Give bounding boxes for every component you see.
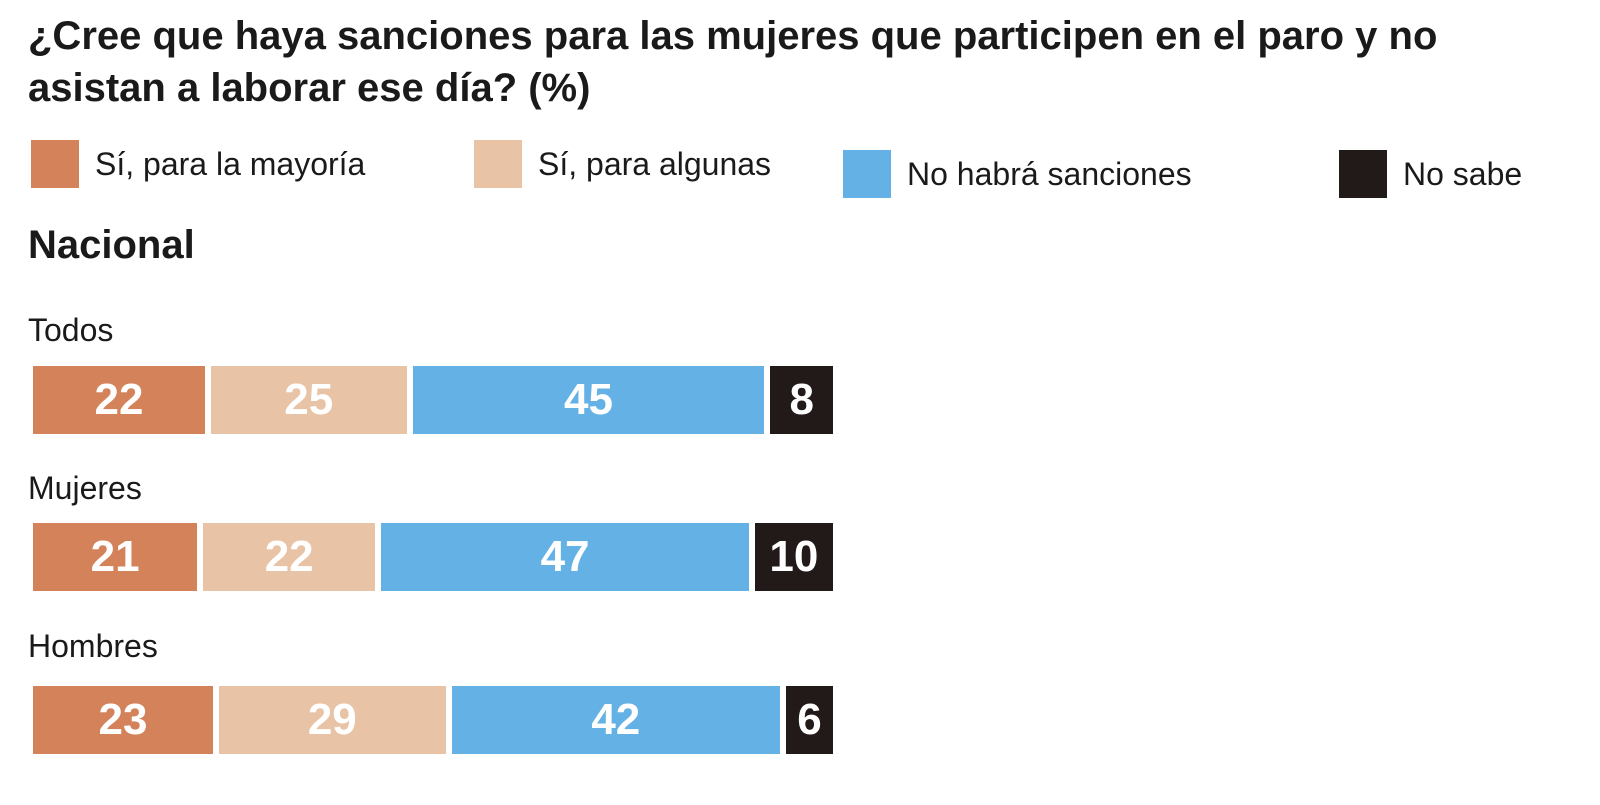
legend-label-no-sanciones: No habrá sanciones: [907, 155, 1192, 192]
bar-segment-no-sabe: 6: [786, 686, 833, 754]
legend-label-no-sabe: No sabe: [1403, 155, 1523, 192]
bar-segment-no-sanciones: 45: [412, 366, 765, 434]
bar-segment-no-sabe: 8: [770, 366, 833, 434]
bar-segment-si-algunas: 25: [211, 366, 407, 434]
bar-value-label: 6: [797, 695, 822, 744]
bar-value-label: 47: [540, 532, 590, 581]
bar-value-label: 45: [563, 375, 613, 424]
legend-swatch-si-algunas: [474, 140, 522, 188]
row-label-todos: Todos: [28, 312, 114, 348]
legend-item-si-algunas: Sí, para algunas: [474, 140, 771, 188]
bar-segment-no-sabe: 10: [754, 523, 833, 591]
bar-row-todos: 22 25 45 8: [33, 366, 833, 434]
chart-title: ¿Cree que haya sanciones para las mujere…: [28, 14, 1438, 110]
section-title: Nacional: [28, 223, 195, 267]
legend-item-no-sanciones: No habrá sanciones: [843, 150, 1192, 198]
legend-swatch-no-sabe: [1339, 150, 1387, 198]
bar-segment-no-sanciones: 47: [381, 523, 749, 591]
bar-value-label: 25: [284, 375, 334, 424]
bar-segment-si-algunas: 22: [203, 523, 376, 591]
row-label-hombres: Hombres: [28, 628, 158, 664]
bar-segment-si-mayoria: 22: [33, 366, 205, 434]
bar-segment-si-mayoria: 23: [33, 686, 213, 754]
bar-value-label: 22: [264, 532, 314, 581]
bar-value-label: 22: [94, 375, 144, 424]
bar-value-label: 10: [769, 532, 819, 581]
legend-item-si-mayoria: Sí, para la mayoría: [31, 140, 365, 188]
bar-value-label: 8: [789, 375, 814, 424]
bar-segment-si-mayoria: 21: [33, 523, 198, 591]
bar-value-label: 23: [98, 695, 148, 744]
row-label-mujeres: Mujeres: [28, 470, 142, 506]
bar-value-label: 42: [591, 695, 641, 744]
legend-label-si-mayoria: Sí, para la mayoría: [95, 145, 366, 182]
legend-item-no-sabe: No sabe: [1339, 150, 1522, 198]
bar-row-hombres: 23 29 42 6: [33, 686, 833, 754]
bar-segment-no-sanciones: 42: [451, 686, 780, 754]
legend-swatch-no-sanciones: [843, 150, 891, 198]
legend-label-si-algunas: Sí, para algunas: [538, 145, 772, 182]
bar-row-mujeres: 21 22 47 10: [33, 523, 833, 591]
legend-swatch-si-mayoria: [31, 140, 79, 188]
bar-segment-si-algunas: 29: [218, 686, 446, 754]
bar-value-label: 29: [307, 695, 357, 744]
bar-value-label: 21: [90, 532, 140, 581]
